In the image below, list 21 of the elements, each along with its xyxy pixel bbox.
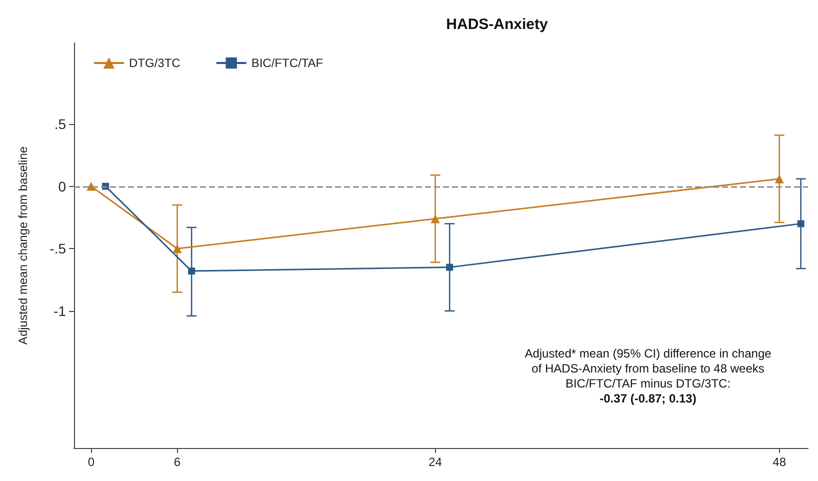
point — [446, 264, 454, 271]
x-tick-label: 6 — [174, 455, 181, 469]
point — [172, 244, 182, 254]
point — [86, 182, 96, 191]
y-tick-label: -1 — [54, 302, 66, 319]
legend-label: BIC/FTC/TAF — [251, 56, 324, 70]
y-axis-title: Adjusted mean change from baseline — [16, 146, 30, 345]
point — [797, 220, 804, 228]
x-tick-label: 24 — [428, 455, 442, 469]
y-tick-label: -.5 — [50, 240, 66, 257]
y-tick-label: .5 — [54, 116, 66, 132]
annotation: -0.37 (-0.87; 0.13) — [600, 392, 696, 406]
y-tick-label: 0 — [58, 178, 66, 194]
point — [430, 214, 440, 224]
chart-title: HADS-Anxiety — [446, 16, 548, 33]
legend-label: DTG/3TC — [129, 56, 181, 70]
point — [188, 268, 196, 275]
annotation: Adjusted* mean (95% CI) difference in change of HADS-Anxiety from baseline to 48 weeks BIC/FTC/TAF minus DTG/3TC: — [524, 346, 772, 390]
point — [774, 174, 784, 184]
x-tick-label: 0 — [88, 455, 95, 469]
x-tick-label: 48 — [772, 455, 786, 469]
